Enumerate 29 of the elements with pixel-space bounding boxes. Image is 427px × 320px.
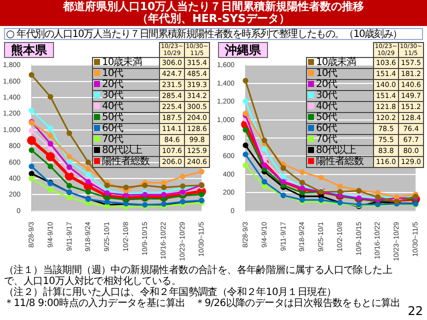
legend-label: 陽性者総数 (306, 156, 374, 168)
legend-label: 60代 (92, 123, 160, 134)
legend-label: 50代 (92, 112, 160, 124)
legend-label: 40代 (306, 101, 374, 112)
legend-label: 70代 (92, 134, 160, 146)
legend-label: 50代 (306, 112, 374, 124)
legend-label: 10代 (306, 68, 374, 80)
legend-label: 20代 (306, 79, 374, 90)
chart-title: 熊本県 (4, 42, 54, 58)
legend-label: 60代 (306, 123, 374, 134)
text: ○ 年代別の人口10万人当たり７日間累積新規陽性者数を時系列で整理したもの。（10歳刻み） (4, 28, 423, 40)
text: 22 (408, 304, 423, 318)
legend-label: 10代 (92, 68, 160, 80)
text: ＊11/8 9:00時点の入力データを基に算出 ＊9/26以降のデータは日次報告数をもとに算出 (4, 298, 402, 309)
text: （注２）計算に用いた人口は、令和２年国勢調査（令和２年10月１日現在） (4, 287, 338, 298)
text: （注１）当該期間（週）中の新規陽性者数の合計を、各年齢階層に属する人口で除した上で、人口10万人対比で相対化している。 (4, 265, 394, 287)
chart-title: 沖縄県 (218, 42, 268, 58)
text: （年代別、HER-SYSデータ） (136, 12, 291, 25)
legend-label: 陽性者総数 (92, 156, 160, 168)
legend-label: 10歳未満 (92, 57, 160, 68)
text: 都道府県別人口10万人当たり７日間累積新規陽性者数の推移 (62, 0, 366, 13)
legend-label: 80代以上 (92, 145, 160, 156)
legend-label: 70代 (306, 134, 374, 146)
legend-label: 40代 (92, 101, 160, 112)
legend-label: 10歳未満 (306, 57, 374, 68)
legend-label: 30代 (92, 90, 160, 102)
legend-label: 80代以上 (306, 145, 374, 156)
legend-label: 20代 (92, 79, 160, 90)
legend-label: 30代 (306, 90, 374, 102)
